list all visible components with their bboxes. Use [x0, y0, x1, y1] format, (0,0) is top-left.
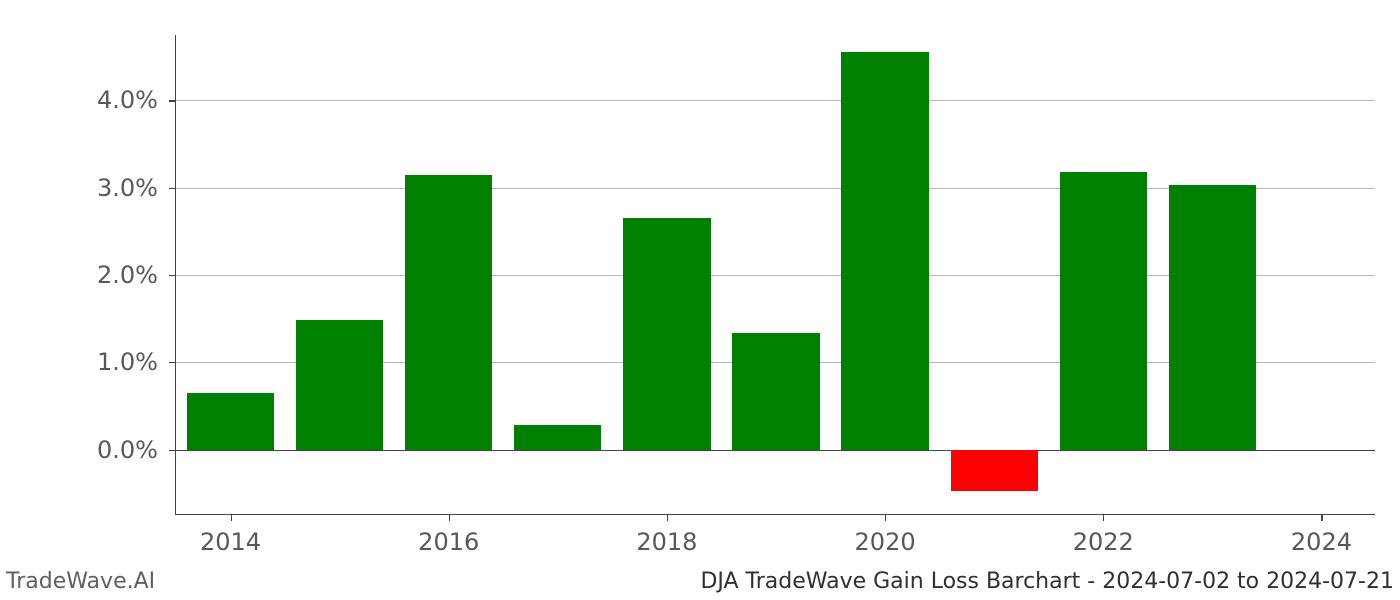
- bar-2022: [1060, 172, 1147, 450]
- xtick-label: 2020: [855, 514, 916, 556]
- xtick-label: 2018: [636, 514, 697, 556]
- gridline: [176, 100, 1375, 101]
- bar-2015: [296, 320, 383, 449]
- chart-container: 0.0% 1.0% 2.0% 3.0% 4.0% 2014 2016 2018 2020 2022…: [0, 0, 1400, 600]
- ytick-label: 0.0%: [97, 436, 176, 464]
- bar-2019: [732, 333, 819, 449]
- xtick-label: 2024: [1291, 514, 1352, 556]
- bar-2016: [405, 175, 492, 450]
- xtick-label: 2014: [200, 514, 261, 556]
- ytick-label: 1.0%: [97, 348, 176, 376]
- ytick-label: 4.0%: [97, 86, 176, 114]
- footer-left-text: TradeWave.AI: [6, 569, 155, 594]
- bar-2014: [187, 393, 274, 450]
- bar-2023: [1169, 185, 1256, 449]
- ytick-label: 2.0%: [97, 261, 176, 289]
- plot-area: 0.0%1.0%2.0%3.0%4.0%20142016201820202022…: [175, 35, 1375, 515]
- bar-2018: [623, 218, 710, 449]
- footer-right-text: DJA TradeWave Gain Loss Barchart - 2024-…: [700, 569, 1394, 594]
- ytick-label: 3.0%: [97, 174, 176, 202]
- bar-2017: [514, 425, 601, 449]
- xtick-label: 2016: [418, 514, 479, 556]
- bar-2021: [951, 450, 1038, 492]
- xtick-label: 2022: [1073, 514, 1134, 556]
- zero-line: [176, 450, 1375, 451]
- bar-2020: [841, 52, 928, 449]
